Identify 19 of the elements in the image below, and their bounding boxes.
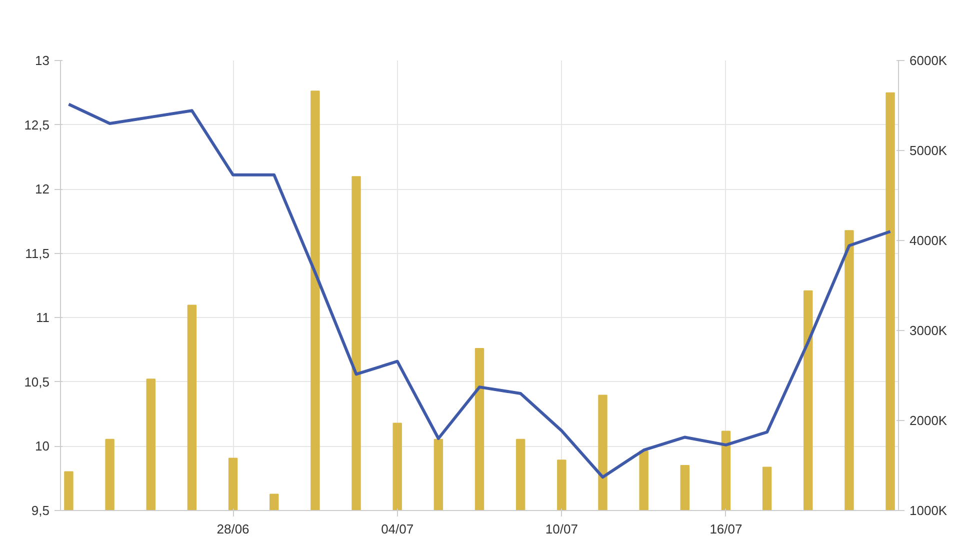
x-tick-label: 28/06 xyxy=(216,522,250,536)
y2-tick-label: 1000K xyxy=(910,503,948,518)
y2-tick-label: 3000K xyxy=(910,323,948,338)
y-tick-label: 11,5 xyxy=(25,246,50,261)
y2-tick-label: 4000K xyxy=(910,233,948,248)
y2-tick-label: 2000K xyxy=(910,413,948,428)
y-tick-label: 11 xyxy=(36,310,50,326)
y-tick-label: 10 xyxy=(35,438,50,454)
y-tick-label: 9,5 xyxy=(31,503,50,518)
y2-tick-label: 5000K xyxy=(910,143,948,158)
y-tick-label: 12,5 xyxy=(24,117,50,132)
x-tick-label: 10/07 xyxy=(545,522,578,536)
y2-tick-label: 6000K xyxy=(910,53,948,68)
line-series xyxy=(67,102,892,479)
y-tick-label: 13 xyxy=(35,53,50,68)
x-tick-label: 16/07 xyxy=(710,522,742,536)
y-tick-label: 12 xyxy=(35,182,50,197)
x-tick-label: 04/07 xyxy=(381,522,414,536)
y-tick-label: 10,5 xyxy=(24,374,50,390)
